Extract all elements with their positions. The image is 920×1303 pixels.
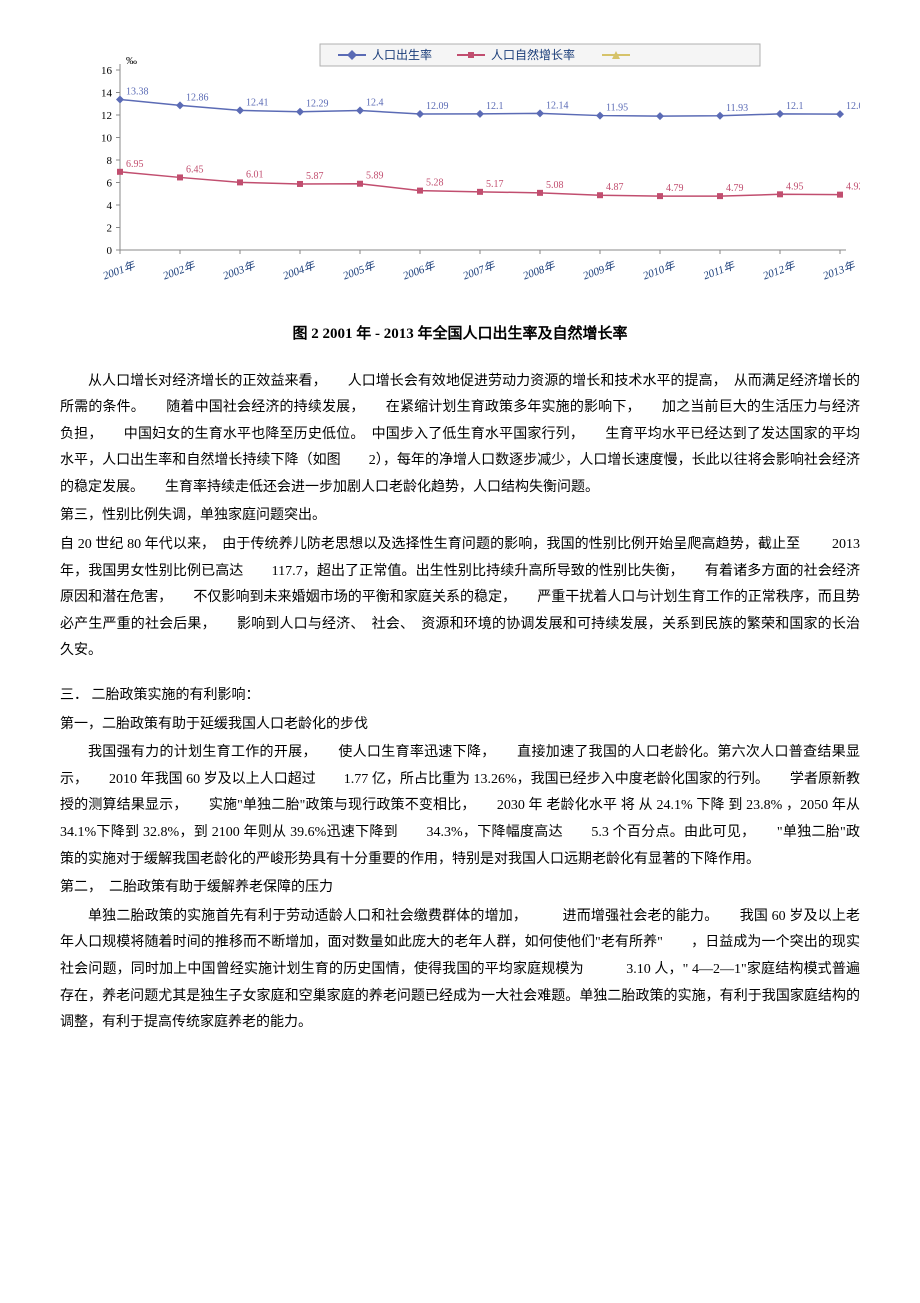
svg-text:‰: ‰ xyxy=(126,55,137,67)
svg-text:2008年: 2008年 xyxy=(521,259,557,283)
svg-text:2006年: 2006年 xyxy=(401,259,437,283)
svg-text:2002年: 2002年 xyxy=(161,259,197,283)
svg-text:2012年: 2012年 xyxy=(761,259,797,283)
svg-text:12.08: 12.08 xyxy=(846,101,860,112)
svg-text:5.08: 5.08 xyxy=(546,180,564,191)
paragraph-1: 从人口增长对经济增长的正效益来看， 人口增长会有效地促进劳动力资源的增长和技术水… xyxy=(60,369,860,502)
svg-text:11.93: 11.93 xyxy=(726,103,748,114)
svg-text:12.14: 12.14 xyxy=(546,100,569,111)
svg-text:2001年: 2001年 xyxy=(101,259,137,283)
svg-text:人口出生率: 人口出生率 xyxy=(372,47,432,62)
svg-text:5.28: 5.28 xyxy=(426,178,444,189)
svg-text:4.79: 4.79 xyxy=(666,183,684,194)
section-3-para1: 我国强有力的计划生育工作的开展， 使人口生育率迅速下降， 直接加速了我国的人口老… xyxy=(60,740,860,873)
svg-text:0: 0 xyxy=(107,245,113,257)
section-3-sub2: 第二， 二胎政策有助于缓解养老保障的压力 xyxy=(60,875,860,902)
svg-text:2011年: 2011年 xyxy=(701,259,737,283)
svg-text:4.87: 4.87 xyxy=(606,182,624,193)
svg-text:人口自然增长率: 人口自然增长率 xyxy=(491,47,575,62)
svg-text:12.86: 12.86 xyxy=(186,92,209,103)
svg-text:12.29: 12.29 xyxy=(306,99,329,110)
svg-text:6: 6 xyxy=(107,178,113,190)
svg-text:2007年: 2007年 xyxy=(461,259,497,283)
svg-text:4.95: 4.95 xyxy=(786,181,804,192)
svg-text:4: 4 xyxy=(107,200,113,212)
svg-text:12.41: 12.41 xyxy=(246,97,269,108)
svg-text:5.89: 5.89 xyxy=(366,171,384,182)
svg-text:13.38: 13.38 xyxy=(126,86,149,97)
svg-text:6.95: 6.95 xyxy=(126,159,144,170)
svg-text:12.1: 12.1 xyxy=(786,101,804,112)
svg-text:12.4: 12.4 xyxy=(366,98,384,109)
chart-caption: 图 2 2001 年 - 2013 年全国人口出生率及自然增长率 xyxy=(60,320,860,349)
paragraph-2: 自 20 世纪 80 年代以来， 由于传统养儿防老思想以及选择性生育问题的影响，… xyxy=(60,532,860,665)
svg-text:11.95: 11.95 xyxy=(606,103,628,114)
svg-text:2013年: 2013年 xyxy=(821,259,857,283)
section-3-title: 三． 二胎政策实施的有利影响： xyxy=(60,683,860,710)
svg-text:2003年: 2003年 xyxy=(221,259,257,283)
svg-text:12: 12 xyxy=(101,110,112,122)
svg-text:16: 16 xyxy=(101,65,113,77)
svg-text:12.1: 12.1 xyxy=(486,101,504,112)
svg-text:8: 8 xyxy=(107,155,113,167)
svg-text:4.79: 4.79 xyxy=(726,183,744,194)
svg-text:10: 10 xyxy=(101,133,113,145)
svg-text:2004年: 2004年 xyxy=(281,259,317,283)
svg-text:2010年: 2010年 xyxy=(641,259,677,283)
paragraph-2-title: 第三，性别比例失调，单独家庭问题突出。 xyxy=(60,503,860,530)
svg-text:5.87: 5.87 xyxy=(306,171,324,182)
section-3-sub1: 第一，二胎政策有助于延缓我国人口老龄化的步伐 xyxy=(60,712,860,739)
svg-text:4.92: 4.92 xyxy=(846,182,860,193)
svg-text:6.01: 6.01 xyxy=(246,169,264,180)
section-3-para2: 单独二胎政策的实施首先有利于劳动适龄人口和社会缴费群体的增加， 进而增强社会老的… xyxy=(60,904,860,1037)
svg-text:2: 2 xyxy=(107,223,113,235)
svg-text:12.09: 12.09 xyxy=(426,101,449,112)
svg-text:2009年: 2009年 xyxy=(581,259,617,283)
svg-text:5.17: 5.17 xyxy=(486,179,504,190)
chart-container: 人口出生率 人口自然增长率 0 2 4 6 8 10 12 14 16 ‰ 2001年 2002年 2003… xyxy=(60,40,860,300)
line-chart: 人口出生率 人口自然增长率 0 2 4 6 8 10 12 14 16 ‰ 2001年 2002年 2003… xyxy=(60,40,860,300)
svg-text:6.45: 6.45 xyxy=(186,164,204,175)
svg-text:14: 14 xyxy=(101,88,113,100)
svg-text:2005年: 2005年 xyxy=(341,259,377,283)
